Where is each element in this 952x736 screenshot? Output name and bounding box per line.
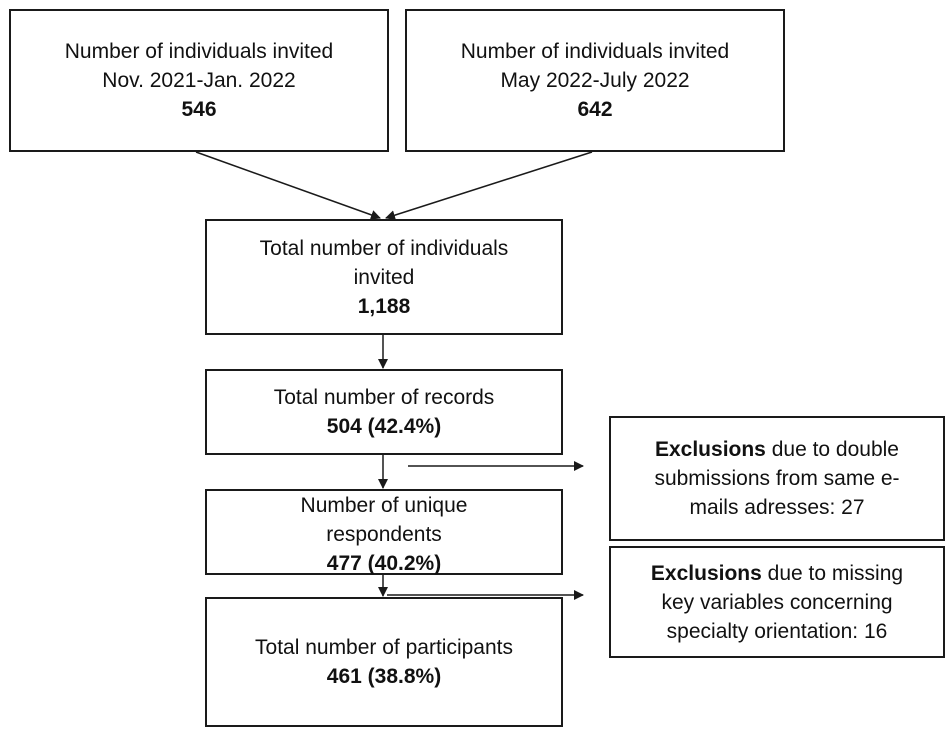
box-total-invited-line-2: invited bbox=[353, 265, 415, 289]
box-total-records-line-1: Total number of records bbox=[273, 386, 495, 409]
box-total-participants: Total number of participants 461 (38.8%) bbox=[205, 597, 563, 727]
exclusion-missing-line-1: Exclusions due to missing bbox=[651, 559, 903, 588]
box-total-invited: Total number of individuals invited 1,18… bbox=[205, 219, 563, 335]
box-invited-2-count: 642 bbox=[577, 98, 613, 121]
box-exclusion-missing-variables: Exclusions due to missing key variables … bbox=[609, 546, 945, 658]
box-unique-respondents: Number of unique respondents 477 (40.2%) bbox=[205, 489, 563, 575]
exclusion-double-line-1-text: due to double bbox=[765, 438, 899, 461]
exclusion-missing-bold-label: Exclusions bbox=[650, 561, 762, 585]
exclusion-double-line-2: submissions from same e- bbox=[654, 467, 900, 490]
exclusion-double-line-3: mails adresses: 27 bbox=[689, 496, 865, 519]
exclusion-double-line-1: Exclusions due to double bbox=[655, 435, 899, 464]
box-total-invited-count: 1,188 bbox=[357, 294, 411, 318]
exclusion-missing-line-3: specialty orientation: 16 bbox=[666, 619, 888, 643]
box-invited-nov-2021-jan-2022: Number of individuals invited Nov. 2021-… bbox=[9, 9, 389, 152]
box-invited-1-line-1: Number of individuals invited bbox=[64, 40, 334, 63]
exclusion-missing-line-2: key variables concerning bbox=[661, 590, 893, 614]
arrow-invited-2-to-total bbox=[385, 151, 593, 221]
box-invited-1-count: 546 bbox=[181, 98, 217, 121]
box-invited-2-line-1: Number of individuals invited bbox=[460, 40, 730, 63]
box-exclusion-double-submissions: Exclusions due to double submissions fro… bbox=[609, 416, 945, 541]
box-unique-respondents-count: 477 (40.2%) bbox=[326, 552, 442, 575]
box-total-records-count: 504 (42.4%) bbox=[326, 415, 442, 438]
box-invited-may-2022-july-2022: Number of individuals invited May 2022-J… bbox=[405, 9, 785, 152]
box-total-invited-line-1: Total number of individuals bbox=[259, 236, 509, 260]
box-total-records: Total number of records 504 (42.4%) bbox=[205, 369, 563, 455]
box-invited-2-line-2: May 2022-July 2022 bbox=[500, 69, 690, 92]
arrow-invited-1-to-total bbox=[195, 151, 381, 220]
box-total-participants-count: 461 (38.8%) bbox=[326, 665, 442, 688]
box-invited-1-line-2: Nov. 2021-Jan. 2022 bbox=[102, 69, 296, 92]
box-unique-respondents-line-1: Number of unique bbox=[300, 494, 468, 517]
exclusion-double-bold-label: Exclusions bbox=[654, 438, 766, 461]
box-unique-respondents-line-2: respondents bbox=[326, 523, 442, 546]
exclusion-missing-line-1-text: due to missing bbox=[761, 561, 904, 585]
box-total-participants-line-1: Total number of participants bbox=[255, 636, 513, 659]
